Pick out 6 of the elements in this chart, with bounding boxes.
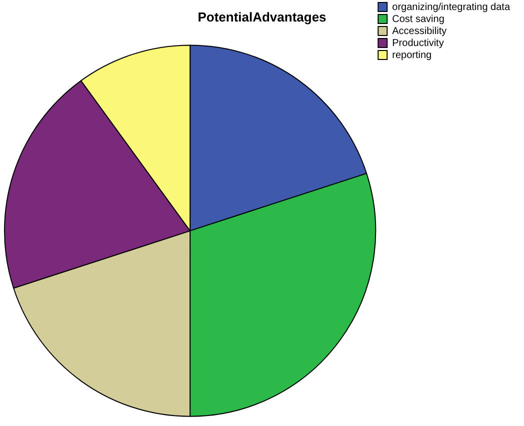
legend-label: Cost saving — [392, 14, 444, 25]
legend-label: Accessibility — [392, 26, 447, 37]
text: PotentialAdvantages — [198, 9, 326, 24]
legend-label: Productivity — [392, 38, 444, 49]
legend-label: reporting — [392, 50, 432, 61]
legend-label: organizing/integrating data — [392, 2, 510, 13]
